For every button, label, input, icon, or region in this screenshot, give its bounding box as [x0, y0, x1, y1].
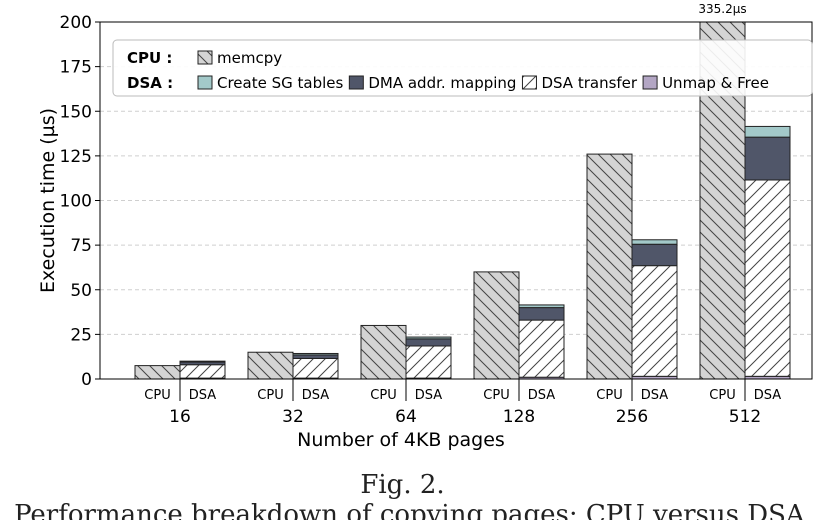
- bar-create-sg-tables-128: [518, 304, 565, 309]
- bar-label-cpu: CPU: [596, 388, 622, 403]
- y-tick-label: 175: [60, 58, 92, 78]
- bar-label-dsa: DSA: [641, 388, 669, 403]
- bar-label-dsa: DSA: [189, 388, 217, 403]
- bar-dsa-transfer-16: [179, 364, 226, 379]
- bar-dma-addr-mapping-256: [631, 243, 678, 267]
- y-tick-label: 150: [60, 102, 92, 122]
- x-tick-label: 512: [729, 407, 761, 427]
- legend-entry-unmap-free: Unmap & Free: [662, 74, 769, 92]
- legend-swatch-dsa-transfer: [521, 75, 537, 90]
- bar-dma-addr-mapping-32: [292, 354, 339, 359]
- chart: 0 25 50 75 100 125 150 175 200 CPU DSA 16 CPU DSA 32 CP…: [37, 2, 813, 451]
- x-tick-label: 32: [282, 407, 304, 427]
- bar-label-dsa: DSA: [302, 388, 330, 403]
- bar-label-cpu: CPU: [370, 388, 396, 403]
- bar-create-sg-tables-32: [292, 352, 339, 356]
- y-tick-label: 75: [70, 236, 92, 256]
- x-axis-label: Number of 4KB pages: [297, 429, 505, 451]
- legend-entry-memcpy: memcpy: [217, 49, 282, 67]
- bar-dma-addr-mapping-64: [405, 338, 452, 347]
- legend-swatch-memcpy: [197, 50, 213, 65]
- bar-label-cpu: CPU: [144, 388, 170, 403]
- caption-text: Performance breakdown of copying pages: …: [14, 500, 813, 520]
- bar-create-sg-tables-512: [744, 125, 791, 138]
- bar-label-dsa: DSA: [754, 388, 782, 403]
- bar-dsa-transfer-64: [405, 345, 452, 379]
- legend-group-label: DSA :: [127, 74, 173, 92]
- legend-entry-dsa-transfer: DSA transfer: [541, 74, 637, 92]
- bar-dsa-transfer-128: [518, 319, 565, 378]
- caption-label: Fig. 2.: [360, 470, 445, 500]
- legend-swatch-create-sg-tables: [197, 75, 213, 90]
- bar-label-dsa: DSA: [528, 388, 556, 403]
- y-tick-label: 100: [60, 192, 92, 212]
- y-tick-label: 125: [60, 147, 92, 167]
- x-tick-label: 128: [503, 407, 535, 427]
- y-tick-label: 200: [60, 13, 92, 33]
- bar-dma-addr-mapping-512: [744, 136, 791, 181]
- bar-memcpy-64: [360, 324, 407, 380]
- legend-entry-create-sg-tables: Create SG tables: [217, 74, 344, 92]
- y-tick-label: 25: [70, 325, 92, 345]
- labels: 335.2µs Number of 4KB pages Execution time…: [37, 2, 747, 451]
- legend-swatch-dma-addr-mapping: [348, 75, 364, 90]
- figure-caption: Fig. 2.Performance breakdown of copying …: [0, 470, 827, 520]
- bar-label-dsa: DSA: [415, 388, 443, 403]
- legend-swatch-unmap-free: [642, 75, 658, 90]
- bar-label-cpu: CPU: [483, 388, 509, 403]
- bar-memcpy-256: [586, 153, 633, 380]
- bar-label-cpu: CPU: [709, 388, 735, 403]
- y-axis-label: Execution time (µs): [37, 108, 59, 293]
- x-tick-label: 64: [395, 407, 417, 427]
- legend-entry-dma-addr-mapping: DMA addr. mapping: [368, 74, 516, 92]
- y-tick-label: 0: [81, 370, 92, 390]
- y-tick-label: 50: [70, 281, 92, 301]
- axes: 0 25 50 75 100 125 150 175 200 CPU DSA 16 CPU DSA 32 CP…: [60, 13, 782, 427]
- legend-group-label: CPU :: [127, 49, 172, 67]
- bar-create-sg-tables-256: [631, 239, 678, 245]
- bar-label-cpu: CPU: [257, 388, 283, 403]
- bar-memcpy-128: [473, 271, 520, 380]
- bar-create-sg-tables-64: [405, 336, 452, 340]
- annotation-label: 335.2µs: [698, 2, 746, 16]
- bar-dma-addr-mapping-128: [518, 307, 565, 321]
- legend: CPU : memcpy DSA : Create SG tables DMA addr…: [112, 39, 813, 97]
- x-tick-label: 256: [616, 407, 648, 427]
- bar-memcpy-16: [134, 365, 181, 380]
- bar-memcpy-32: [247, 351, 294, 380]
- bar-create-sg-tables-16: [179, 360, 226, 363]
- legend-box: [112, 39, 813, 97]
- bar-dsa-transfer-256: [631, 265, 678, 377]
- bar-dsa-transfer-32: [292, 357, 339, 379]
- bar-dsa-transfer-512: [744, 179, 791, 377]
- x-tick-label: 16: [169, 407, 191, 427]
